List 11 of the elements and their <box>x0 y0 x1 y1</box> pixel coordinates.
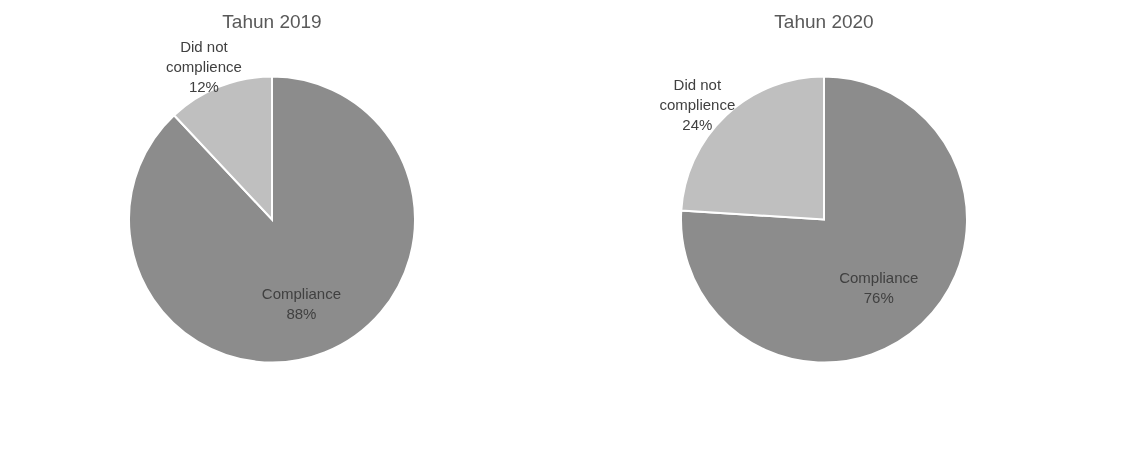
data-label: 76% <box>863 288 894 306</box>
chart-title: Tahun 2019 <box>222 11 322 32</box>
pie-slice <box>128 75 416 364</box>
slice-label: Did not complience <box>165 38 242 76</box>
slice-label: Compliance <box>261 284 342 302</box>
data-label: 12% <box>188 78 219 96</box>
slice-label: Compliance <box>839 268 919 286</box>
slice-label: Did not complience <box>659 75 736 113</box>
data-label: 88% <box>286 304 317 322</box>
data-label: 24% <box>682 115 713 133</box>
chart-title: Tahun 2020 <box>774 11 874 32</box>
